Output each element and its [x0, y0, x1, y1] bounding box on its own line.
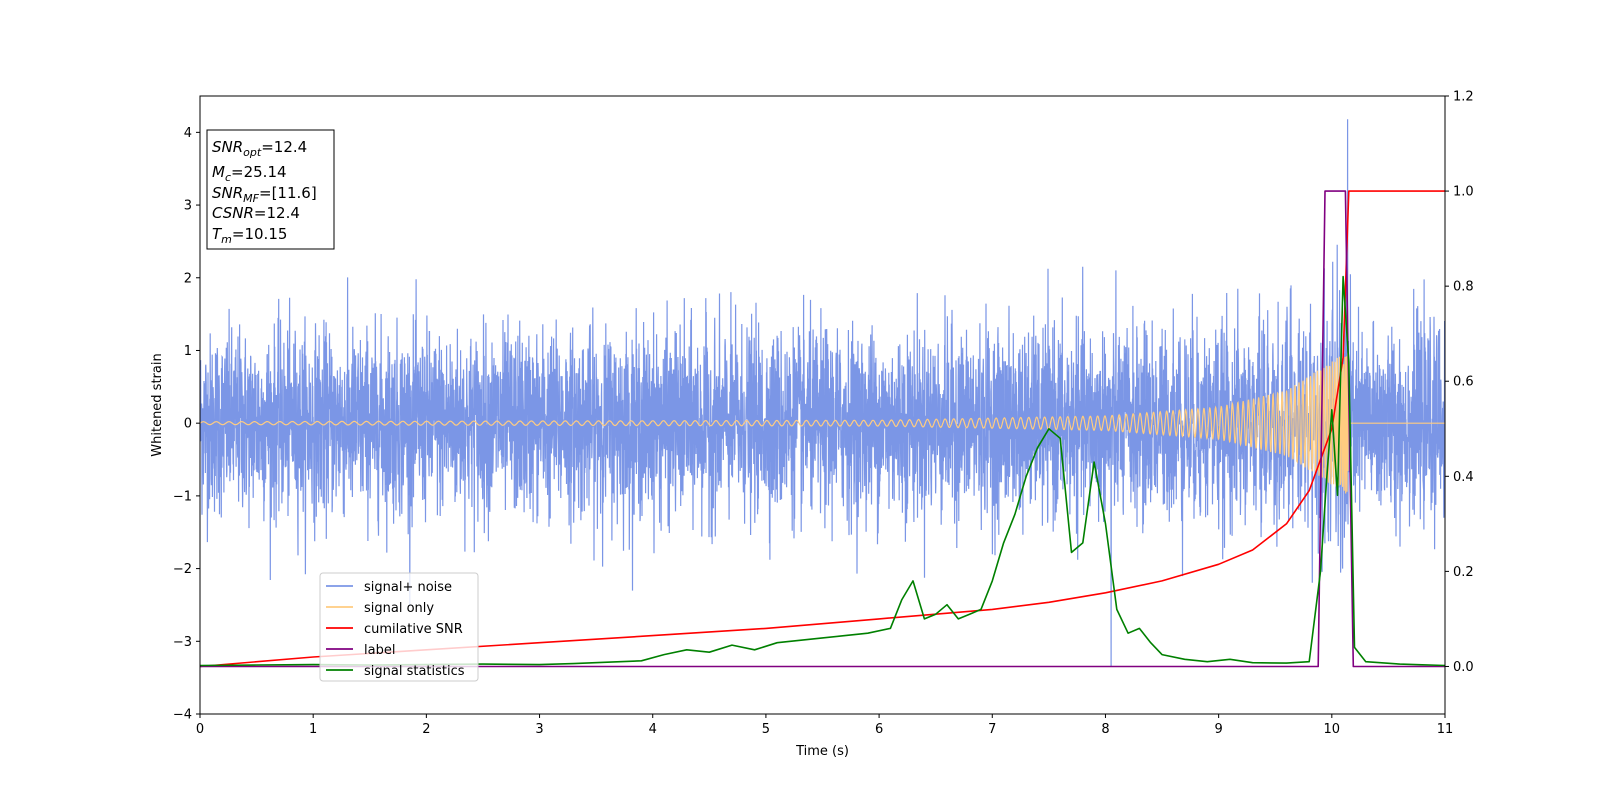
info-snr-opt: SNRopt=12.4: [212, 138, 307, 159]
y-tick-label: 1: [184, 344, 192, 359]
x-tick-label: 0: [196, 722, 204, 737]
series-signal-only-line: [200, 352, 1445, 494]
series-signal-noise-line: [200, 119, 1445, 667]
x-tick-label: 1: [309, 722, 317, 737]
info-box-frame: [206, 129, 335, 250]
series-signal-statistics-line: [200, 275, 1445, 667]
x-tick-label: 8: [1101, 722, 1109, 737]
y2-tick-label: 0.4: [1453, 470, 1474, 485]
legend: signal+ noise signal only cumilative SNR la…: [319, 572, 479, 682]
x-tick-label: 2: [422, 722, 430, 737]
y-tick-label: 0: [184, 417, 192, 432]
x-tick-label: 4: [649, 722, 657, 737]
info-csnr: CSNR=12.4: [212, 204, 300, 222]
ticks-layer: 0 1 2 3 4 5 6 7 8 9 10 11 −4 −3 −2 −1 0 1 2 3 4 0.0 0.2 0.4 0.6 0…: [173, 90, 1474, 738]
y2-tick-label: 0.2: [1453, 565, 1474, 580]
y-tick-label: −3: [173, 635, 192, 650]
info-box: SNRopt=12.4 Mc=25.14 SNRMF=[11.6] CSNR=1…: [206, 129, 335, 250]
x-tick-label: 11: [1437, 722, 1454, 737]
y2-tick-label: 0.0: [1453, 660, 1474, 675]
x-axis-label: Time (s): [795, 744, 849, 759]
y2-tick-label: 0.6: [1453, 375, 1474, 390]
y-tick-label: 4: [184, 126, 192, 141]
legend-frame: [319, 572, 479, 682]
y2-tick-label: 0.8: [1453, 280, 1474, 295]
legend-label-noise: signal+ noise: [364, 580, 452, 595]
y-tick-label: −4: [173, 708, 192, 723]
x-tick-label: 9: [1214, 722, 1222, 737]
y-tick-label: −2: [173, 562, 192, 577]
x-tick-label: 3: [535, 722, 543, 737]
y2-tick-label: 1.2: [1453, 90, 1474, 105]
info-snr-mf: SNRMF=[11.6]: [212, 184, 317, 205]
series-label-line: [200, 190, 1445, 668]
x-tick-label: 10: [1324, 722, 1341, 737]
legend-label-stats: signal statistics: [364, 664, 465, 679]
y2-tick-label: 1.0: [1453, 185, 1474, 200]
y-tick-label: 3: [184, 199, 192, 214]
info-tm: Tm=10.15: [212, 225, 287, 246]
x-tick-label: 6: [875, 722, 883, 737]
legend-label-label: label: [364, 643, 395, 658]
info-mc: Mc=25.14: [212, 163, 287, 184]
x-tick-label: 5: [762, 722, 770, 737]
x-tick-label: 7: [988, 722, 996, 737]
y-tick-label: −1: [173, 489, 192, 504]
y-axis-label: Whitened strain: [150, 353, 165, 456]
legend-label-signal: signal only: [364, 601, 434, 616]
y-tick-label: 2: [184, 271, 192, 286]
legend-label-csnr: cumilative SNR: [364, 622, 463, 637]
plot-frame: [199, 95, 1446, 715]
series-layer: [200, 119, 1445, 668]
